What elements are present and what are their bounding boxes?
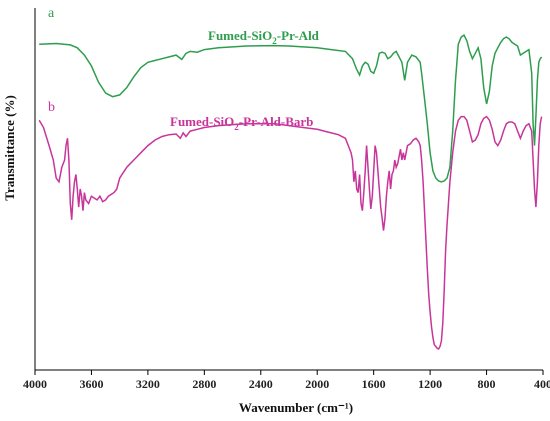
panel-label-b: b (48, 100, 55, 115)
x-axis-ticks: 4000 3600 3200 2800 2400 2000 1600 1200 800 400 (23, 370, 550, 391)
x-tick-label: 800 (478, 377, 496, 391)
series-line-fumed-sio2-pr-ald (39, 34, 543, 183)
series-label-a-rest: -Pr-Ald (277, 28, 320, 43)
panel-label-a: a (48, 6, 55, 21)
series-label-a-main: Fumed-SiO (208, 28, 272, 43)
series-line-fumed-sio2-pr-ald-barb (38, 115, 543, 350)
y-axis-title: Transmittance (%) (2, 95, 17, 201)
x-tick-label: 4000 (23, 377, 47, 391)
x-tick-label: 400 (534, 377, 550, 391)
series-label-fumed-sio2-pr-ald-barb: Fumed-SiO2-Pr-Ald-Barb (170, 114, 313, 132)
x-tick-label: 3600 (79, 377, 103, 391)
series-label-b-main: Fumed-SiO (170, 114, 234, 129)
x-axis-title: Wavenumber (cm⁻¹) (239, 400, 353, 415)
x-tick-label: 1600 (362, 377, 386, 391)
series-label-b-rest: -Pr-Ald-Barb (239, 114, 314, 129)
series-label-a-sub: 2 (272, 36, 277, 46)
x-tick-label: 2000 (305, 377, 329, 391)
x-tick-label: 3200 (136, 377, 160, 391)
x-tick-label: 2400 (249, 377, 273, 391)
x-tick-label: 2800 (192, 377, 216, 391)
series-label-fumed-sio2-pr-ald: Fumed-SiO2-Pr-Ald (208, 28, 320, 46)
series-label-b-sub: 2 (234, 122, 239, 132)
x-tick-label: 1200 (418, 377, 442, 391)
